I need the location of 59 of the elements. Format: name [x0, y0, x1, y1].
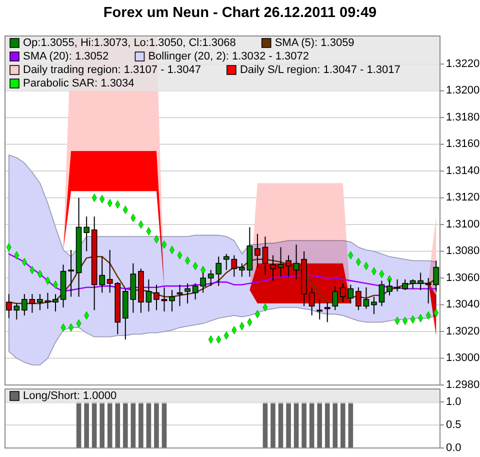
candlestick — [402, 278, 408, 291]
candlestick — [192, 282, 198, 300]
y-tick-label: 1.3020 — [446, 325, 480, 338]
legend-label: Parabolic SAR: 1.3034 — [23, 78, 134, 90]
candlestick — [293, 244, 300, 280]
legend-label: Op:1.3055, Hi:1.3073, Lo:1.3050, Cl:1.3068 — [23, 37, 236, 50]
candlestick — [356, 286, 362, 311]
candlestick — [308, 286, 315, 316]
candlestick — [238, 262, 245, 278]
y-tick-label: 1.3100 — [446, 218, 480, 230]
y-tick-label: 1.3080 — [446, 245, 480, 258]
y-tick-label: 1.3140 — [446, 164, 480, 177]
y-tick-label: 1.3160 — [446, 138, 480, 150]
candlestick — [37, 294, 43, 311]
candlestick — [84, 216, 90, 252]
y-tick-label: 0.0 — [446, 442, 462, 454]
candlestick — [262, 236, 268, 276]
candlestick — [44, 292, 51, 310]
y-tick-label: 1.3180 — [446, 111, 480, 124]
y-tick-label: 1.3120 — [446, 192, 480, 204]
candlestick — [286, 254, 292, 278]
candlestick — [371, 296, 377, 315]
y-tick-label: 1.3000 — [446, 352, 480, 364]
legend-label: Daily S/L region: 1.3047 - 1.3017 — [240, 64, 400, 76]
chart-title: Forex um Neun - Chart 26.12.2011 09:49 — [103, 5, 377, 21]
candlestick — [68, 249, 74, 298]
candlestick — [52, 294, 58, 312]
y-tick-label: 1.3220 — [446, 58, 480, 70]
y-tick-label: 0.5 — [446, 418, 462, 431]
candlestick — [363, 286, 370, 310]
candlestick — [154, 284, 160, 311]
y-tick-label: 1.3200 — [446, 84, 480, 97]
y-tick-label: 1.3060 — [446, 272, 480, 284]
candlestick — [169, 290, 175, 312]
legend-label: Long/Short: 1.0000 — [23, 390, 117, 402]
y-tick-label: 1.0 — [446, 396, 462, 408]
candlestick — [410, 278, 416, 290]
candlestick — [146, 278, 152, 312]
candlestick — [254, 233, 260, 268]
point — [154, 235, 160, 244]
candlestick — [184, 282, 190, 304]
legend-label: SMA (20): 1.3052 — [23, 50, 109, 63]
candlestick — [270, 254, 276, 282]
legend-label: SMA (5): 1.3059 — [274, 37, 354, 50]
candlestick — [324, 302, 330, 323]
candlestick — [29, 294, 36, 314]
candlestick — [418, 272, 424, 291]
legend-label: Daily trading region: 1.3107 - 1.3047 — [23, 64, 201, 76]
legend-label: Bollinger (20, 2): 1.3032 - 1.3072 — [148, 50, 310, 63]
y-tick-label: 1.3040 — [446, 298, 480, 311]
point — [52, 280, 58, 289]
candlestick — [378, 280, 385, 307]
candlestick — [161, 286, 168, 312]
candlestick — [332, 286, 338, 311]
y-tick-label: 1.2980 — [446, 378, 480, 391]
candlestick — [21, 294, 28, 316]
candlestick — [394, 278, 400, 292]
candlestick — [176, 284, 183, 307]
candlestick — [316, 298, 323, 320]
